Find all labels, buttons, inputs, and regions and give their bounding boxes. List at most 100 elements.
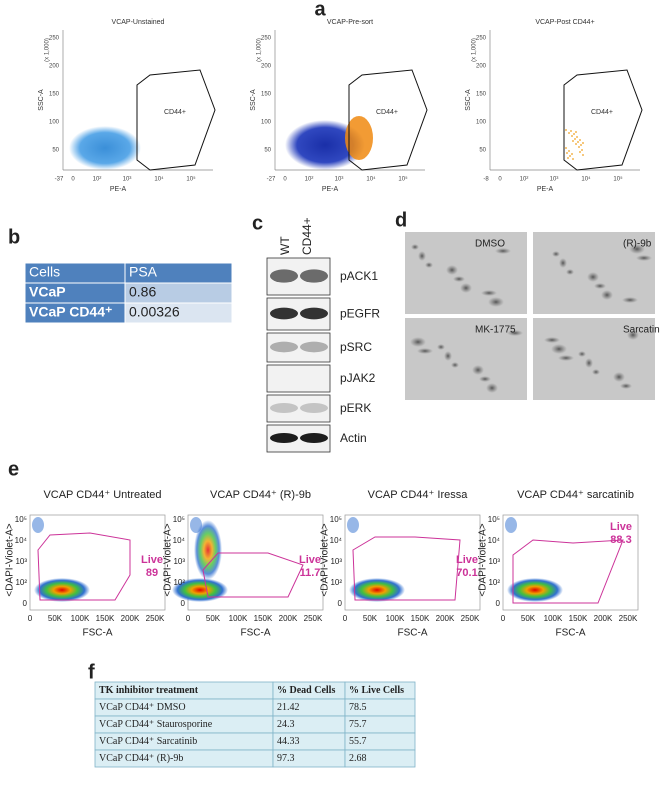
- x-tick-label: 150K: [96, 614, 115, 623]
- gate: [202, 552, 304, 598]
- cell: [446, 265, 458, 275]
- x-tick-label: 10⁴: [154, 176, 164, 183]
- y-tick-label: 10⁵: [488, 515, 500, 524]
- cell: [601, 290, 613, 300]
- cell: [488, 297, 504, 307]
- band: [300, 269, 328, 283]
- cell: [437, 344, 445, 350]
- gate-label: CD44+: [591, 109, 613, 116]
- density: [347, 517, 359, 533]
- plot-title: VCAP CD44⁺ sarcatinib: [517, 489, 634, 501]
- cell: [627, 330, 639, 340]
- y-tick-label: 10⁴: [15, 536, 28, 545]
- cell-value: 0.86: [129, 284, 156, 300]
- y-tick-label: 10³: [330, 557, 342, 566]
- cell-text: 44.33: [277, 736, 300, 747]
- x-axis-label: FSC-A: [556, 628, 586, 639]
- cd44-dot: [575, 143, 577, 145]
- y-unit: (x 1,000): [472, 38, 478, 62]
- y-tick-label: 10²: [330, 578, 342, 587]
- density: [190, 517, 202, 533]
- cd44-dot: [582, 154, 584, 156]
- header-text: % Live Cells: [349, 685, 404, 696]
- y-unit: (x 1,000): [45, 38, 51, 62]
- cell: [558, 355, 574, 361]
- y-tick-label: 100: [49, 120, 60, 126]
- cell: [559, 258, 567, 268]
- cd44-dot: [574, 138, 576, 140]
- blot: [266, 394, 331, 423]
- cell-text: VCaP CD44⁺ DMSO: [99, 702, 186, 713]
- y-tick-label: 10³: [173, 557, 185, 566]
- band-label: pEGFR: [340, 307, 380, 321]
- cell: [411, 244, 419, 250]
- panel-label: d: [395, 209, 407, 231]
- y-tick-label: 250: [476, 36, 487, 42]
- cell: [417, 348, 433, 354]
- y-tick-label: 10²: [173, 578, 185, 587]
- cell: [479, 376, 491, 382]
- plot-title: VCAP-Unstained: [112, 19, 165, 26]
- cd44-dot: [579, 151, 581, 153]
- density: [194, 520, 222, 580]
- gate-label: Live: [299, 554, 321, 566]
- cell: [629, 244, 645, 254]
- y-tick-label: 150: [49, 92, 60, 98]
- y-tick-label: 0: [181, 599, 186, 608]
- density: [507, 578, 563, 602]
- y-axis-label: SSC-A: [465, 89, 472, 111]
- cell-text: 24.3: [277, 719, 295, 730]
- gate: [563, 69, 643, 171]
- y-axis-label: <DAPI-Violet-A>: [163, 523, 174, 596]
- y-tick-label: 50: [264, 148, 271, 154]
- cell: [451, 362, 459, 368]
- cell: [481, 290, 497, 296]
- y-tick-label: 0: [338, 599, 343, 608]
- panel-label: b: [8, 226, 20, 248]
- x-tick-label: 250K: [619, 614, 638, 623]
- density: [32, 517, 44, 533]
- live-percent: 70.1: [456, 567, 477, 579]
- cd44-dot: [572, 140, 574, 142]
- image-label: DMSO: [475, 239, 505, 250]
- cd44-dot: [578, 146, 580, 148]
- cell: [594, 283, 606, 289]
- live-percent: 88.3: [610, 534, 631, 546]
- gate-label: Live: [610, 521, 632, 533]
- cell: [418, 251, 426, 261]
- x-tick-label: 250K: [146, 614, 165, 623]
- x-tick-label: 100K: [229, 614, 248, 623]
- y-tick-label: 10⁴: [330, 536, 343, 545]
- cell-text: 21.42: [277, 702, 300, 713]
- band: [270, 307, 298, 320]
- x-tick-label: -8: [483, 177, 489, 183]
- cell-text: VCaP CD44⁺ Sarcatinib: [99, 736, 197, 747]
- cd44-dot: [570, 130, 572, 132]
- cell: [551, 344, 567, 354]
- header-text: Cells: [29, 264, 60, 280]
- y-tick-label: 150: [476, 92, 487, 98]
- y-tick-label: 200: [476, 64, 487, 70]
- cell: [410, 337, 426, 347]
- plot-title: VCAP CD44⁺ Untreated: [43, 489, 161, 501]
- y-tick-label: 10⁴: [488, 536, 501, 545]
- x-tick-label: 0: [343, 614, 348, 623]
- cd44-dot: [567, 157, 569, 159]
- cd44-dot: [581, 149, 583, 151]
- cd44-dot: [582, 142, 584, 144]
- y-tick-label: 200: [261, 64, 272, 70]
- lane-label: WT: [278, 236, 292, 255]
- x-tick-label: 50K: [521, 614, 536, 623]
- x-tick-label: 10³: [123, 177, 132, 183]
- band: [300, 403, 328, 413]
- cell: [613, 372, 625, 382]
- cd44-dot: [568, 150, 570, 152]
- x-tick-label: 0: [28, 614, 33, 623]
- plot-title: VCAP-Post CD44+: [535, 19, 594, 26]
- cell: [636, 255, 652, 261]
- gate: [136, 69, 216, 171]
- x-tick-label: 10⁴: [581, 176, 591, 183]
- x-tick-label: 0: [71, 177, 75, 183]
- cd44-dot: [571, 153, 573, 155]
- x-tick-label: 50K: [206, 614, 221, 623]
